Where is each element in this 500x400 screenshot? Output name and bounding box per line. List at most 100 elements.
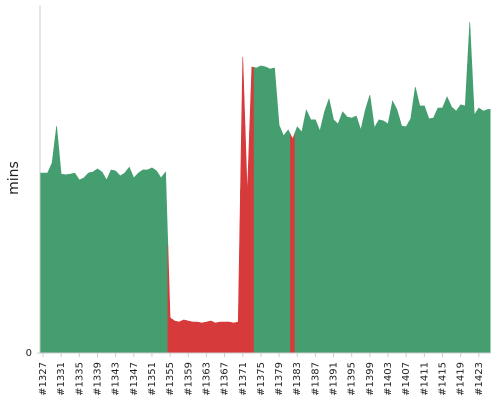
area-segment (444, 96, 450, 354)
area-segment (103, 174, 110, 354)
area-segment (362, 102, 368, 354)
area-segment (135, 170, 141, 354)
area-segment (94, 168, 101, 354)
area-segment (85, 172, 91, 354)
area-segment (240, 56, 246, 354)
area-segment (208, 320, 214, 354)
area-segment (249, 66, 255, 354)
area-segment (271, 67, 278, 354)
x-tick-label: #1391 (329, 362, 340, 396)
area-segment (308, 114, 314, 354)
area-segment (49, 144, 55, 354)
area-segment (326, 97, 332, 354)
area-segment (153, 168, 160, 354)
area-segment (81, 174, 87, 354)
area-segment (163, 171, 169, 354)
area-segment (281, 130, 287, 354)
area-segment (412, 87, 418, 354)
area-segment (199, 322, 205, 354)
area-segment (340, 111, 346, 354)
area-segment (330, 109, 337, 354)
area-segment (458, 104, 464, 354)
area-segment (285, 129, 291, 354)
area-segment (485, 109, 491, 354)
area-segment (44, 167, 51, 354)
area-segment (467, 22, 473, 354)
area-segment (476, 107, 482, 354)
area-segment (453, 107, 459, 354)
area-segment (276, 96, 282, 354)
area-segment (217, 321, 223, 354)
x-tick-label: #1327 (38, 362, 49, 396)
area-segment (353, 115, 359, 354)
x-tick-label: #1383 (292, 362, 303, 396)
x-tick-label: #1335 (74, 362, 85, 396)
area-segment (385, 112, 391, 354)
area-segment (149, 167, 155, 354)
area-segment (122, 169, 128, 354)
area-segment (172, 318, 178, 354)
area-segment (312, 119, 318, 354)
area-segment (40, 172, 46, 354)
area-segment (176, 320, 182, 354)
area-segment (194, 321, 200, 354)
x-tick-label: #1367 (220, 362, 231, 396)
area-segment (480, 109, 486, 354)
area-segment (462, 63, 468, 354)
area-segment (321, 105, 328, 354)
area-segment (244, 125, 250, 354)
area-segment (371, 111, 377, 354)
area-segment (181, 319, 187, 354)
x-tick-label: #1355 (165, 362, 176, 396)
x-tick-label: #1411 (419, 362, 430, 396)
x-tick-label: #1415 (438, 362, 449, 396)
area-segment (267, 67, 273, 354)
area-segment (63, 174, 69, 354)
x-tick-label: #1371 (238, 362, 249, 396)
x-tick-label: #1403 (383, 362, 394, 396)
x-tick-label: #1363 (201, 362, 212, 396)
area-segment (303, 109, 309, 354)
area-segment (190, 321, 196, 354)
area-segment (439, 102, 446, 354)
area-segment (212, 321, 219, 354)
area-segment (231, 322, 237, 354)
area-segment (126, 166, 132, 354)
x-tick-label: #1339 (92, 362, 103, 396)
area-segment (299, 120, 305, 354)
area-segment (253, 66, 259, 354)
area-segment (185, 320, 191, 354)
x-tick-label: #1419 (456, 362, 467, 396)
area-segment (203, 321, 210, 354)
area-segment (290, 132, 296, 354)
y-axis-label: mins (6, 161, 22, 195)
area-segment (403, 121, 409, 354)
area-segment (90, 169, 96, 354)
x-tick-label: #1423 (474, 362, 485, 396)
area-segment (394, 105, 400, 354)
area-segment (435, 107, 441, 354)
area-segment (76, 175, 82, 354)
area-segment (144, 168, 150, 354)
x-tick-label: #1331 (56, 362, 67, 396)
area-segment (344, 113, 350, 354)
area-segment (258, 65, 264, 354)
x-tick-label: #1347 (129, 362, 140, 396)
area-segment (54, 126, 60, 354)
area-segment (349, 116, 355, 354)
area-segment (421, 105, 427, 354)
area-segment (367, 95, 373, 354)
area-segment (222, 321, 228, 354)
area-segment (449, 101, 455, 354)
area-segment (417, 96, 423, 354)
x-tick-label: #1387 (310, 362, 321, 396)
area-segment (317, 121, 323, 354)
area-segment (335, 117, 341, 354)
area-segment (108, 169, 114, 354)
area-segment (430, 112, 437, 354)
area-segment (58, 150, 64, 354)
x-tick-label: #1395 (347, 362, 358, 396)
area-segment (358, 119, 364, 354)
area-segment (140, 169, 146, 354)
